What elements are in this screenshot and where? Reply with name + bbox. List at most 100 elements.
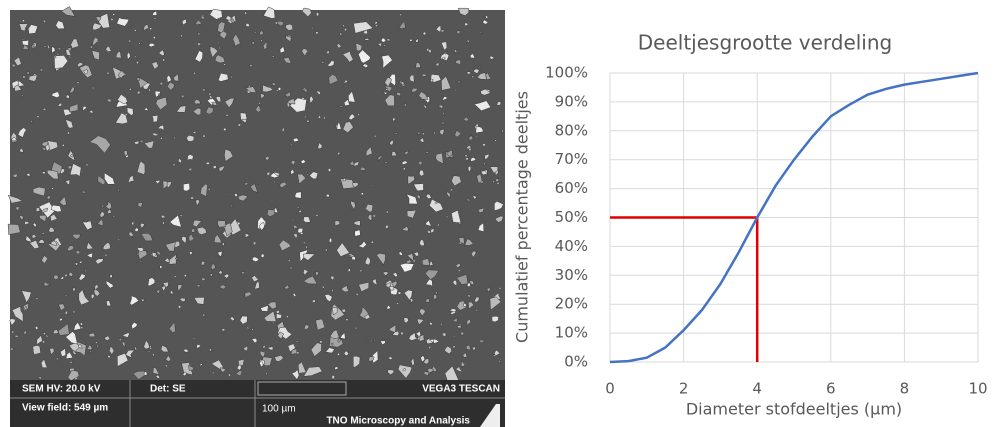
- particle: [69, 153, 74, 158]
- particle: [196, 42, 202, 47]
- particle: [19, 147, 24, 153]
- particle: [160, 344, 169, 353]
- particle: [473, 100, 492, 112]
- particle: [458, 323, 463, 326]
- particle: [64, 273, 68, 278]
- particle: [42, 107, 47, 112]
- sem-detector: Det: SE: [150, 384, 186, 395]
- particle: [361, 63, 369, 68]
- particle: [286, 98, 296, 105]
- particle: [192, 130, 197, 135]
- particle: [180, 34, 183, 38]
- particle: [468, 280, 475, 286]
- particle: [213, 234, 223, 244]
- particle: [441, 75, 452, 91]
- particle: [21, 19, 25, 23]
- particle: [466, 318, 471, 326]
- particle: [351, 207, 354, 211]
- particle: [151, 132, 159, 137]
- particle: [439, 29, 445, 33]
- particle: [33, 44, 36, 48]
- particle: [188, 233, 195, 243]
- particle: [341, 24, 345, 27]
- particle: [161, 285, 166, 292]
- particle: [475, 308, 479, 312]
- particle: [183, 273, 187, 278]
- particle: [400, 331, 404, 337]
- particle: [331, 288, 334, 292]
- particle: [421, 132, 426, 136]
- particle: [375, 253, 386, 266]
- particle: [136, 160, 146, 175]
- particle: [451, 317, 458, 323]
- particle: [60, 347, 67, 357]
- particle: [52, 55, 57, 59]
- particle: [303, 216, 311, 223]
- particle: [342, 121, 354, 134]
- particle: [266, 209, 275, 217]
- particle: [227, 193, 231, 197]
- particle: [79, 322, 83, 326]
- particle: [162, 57, 166, 62]
- particle: [403, 317, 409, 324]
- particle: [224, 97, 235, 109]
- particle: [50, 204, 62, 213]
- particle: [326, 194, 330, 198]
- particle: [472, 345, 476, 351]
- particle: [325, 49, 330, 54]
- particle: [322, 116, 326, 120]
- particle: [21, 39, 29, 46]
- particle: [56, 356, 59, 362]
- particle: [353, 21, 374, 34]
- particle: [382, 271, 389, 276]
- particle: [192, 337, 195, 341]
- particle: [32, 222, 37, 228]
- particle: [244, 291, 253, 298]
- particle: [36, 334, 43, 345]
- particle: [23, 329, 27, 335]
- particle: [221, 242, 225, 247]
- particle: [72, 233, 81, 240]
- sem-panel: SEM HV: 20.0 kV Det: SE VEGA3 TESCAN Vie…: [7, 6, 505, 427]
- particle: [303, 268, 309, 276]
- particle: [50, 186, 54, 190]
- particle: [343, 28, 348, 32]
- particle: [182, 18, 187, 26]
- particle: [267, 301, 277, 310]
- particle: [397, 364, 413, 379]
- particle: [449, 188, 454, 192]
- particle: [165, 241, 176, 252]
- particle: [425, 151, 430, 154]
- particle: [362, 29, 368, 35]
- particle: [430, 227, 435, 234]
- particle: [374, 20, 378, 26]
- particle: [229, 316, 235, 322]
- particle: [265, 155, 270, 161]
- particle: [251, 328, 254, 331]
- particle: [392, 117, 396, 122]
- particle: [480, 89, 492, 96]
- particle: [33, 73, 37, 76]
- particle: [310, 342, 322, 357]
- particle: [419, 137, 425, 144]
- particle: [273, 180, 276, 184]
- particle: [244, 181, 249, 186]
- particle: [196, 226, 207, 235]
- particle: [104, 253, 108, 257]
- particle: [155, 375, 161, 379]
- particle: [131, 220, 134, 226]
- particle: [57, 102, 63, 107]
- particle: [11, 306, 24, 323]
- particle: [223, 273, 230, 279]
- particle: [43, 281, 52, 287]
- particle: [398, 21, 406, 29]
- particle: [471, 250, 477, 258]
- particle: [252, 240, 257, 246]
- particle: [451, 209, 462, 224]
- particle: [69, 163, 82, 177]
- particle: [444, 215, 449, 219]
- particle: [194, 99, 201, 105]
- particle: [230, 74, 233, 79]
- particle: [279, 181, 288, 188]
- particle: [30, 119, 33, 123]
